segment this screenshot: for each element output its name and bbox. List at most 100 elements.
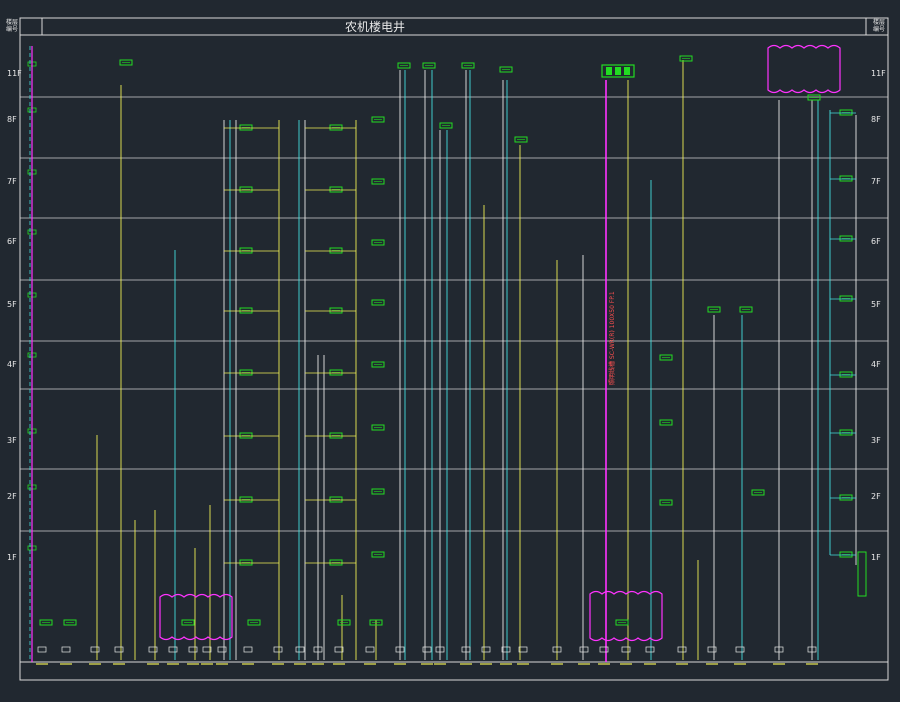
panel-box-center <box>601 64 635 78</box>
floor-label-left: 4F <box>7 360 17 369</box>
floor-label-left: 3F <box>7 436 17 445</box>
ladder-a-panel <box>239 369 253 376</box>
equipment-panel <box>659 419 673 426</box>
floor-label-right: 8F <box>871 115 881 124</box>
floor-label-left: 2F <box>7 492 17 501</box>
equipment-panel <box>807 94 821 101</box>
corner-label-right-2: 编号 <box>873 25 885 33</box>
floor-label-right: 3F <box>871 436 881 445</box>
panel-cell-3 <box>624 67 630 75</box>
floor-label-right: 6F <box>871 237 881 246</box>
equipment-panel <box>751 489 765 496</box>
drawing-frame <box>19 17 889 681</box>
ladder-a-panel <box>239 247 253 254</box>
cable-tag-box <box>461 646 471 653</box>
ground-floor-panel <box>615 619 629 626</box>
equipment-panel <box>514 136 528 143</box>
cable-tag-box <box>518 646 528 653</box>
cable-tag-box <box>295 646 305 653</box>
cable-tag-box <box>168 646 178 653</box>
vertical-note: 照明线槽 SC-WR(R) 100X50 FP.1 <box>608 291 616 385</box>
ladder-a-panel <box>239 124 253 131</box>
corner-left-line-2: 编号 <box>6 25 18 33</box>
ladder-b-panel <box>329 247 343 254</box>
floor-label-right: 4F <box>871 360 881 369</box>
cable-tag-box <box>435 646 445 653</box>
revision-cloud-2 <box>589 590 663 642</box>
cable-tag-box <box>422 646 432 653</box>
equipment-panel <box>439 122 453 129</box>
equipment-panel <box>679 55 693 62</box>
corner-label-right: 楼层 <box>873 18 885 26</box>
right-panel <box>839 109 853 116</box>
ladder-c-panel <box>371 424 385 431</box>
floor-label-left: 5F <box>7 300 17 309</box>
cable-tag-box <box>481 646 491 653</box>
ladder-c-panel <box>371 551 385 558</box>
right-panel <box>839 295 853 302</box>
cable-tag-box <box>677 646 687 653</box>
right-panel <box>839 175 853 182</box>
floor-label-left: 7F <box>7 177 17 186</box>
cable-tag-box <box>217 646 227 653</box>
corner-left-line: 楼层 <box>6 18 18 26</box>
cable-tag-box <box>365 646 375 653</box>
cable-tag-box <box>579 646 589 653</box>
ladder-c-panel <box>371 239 385 246</box>
cable-tag-box <box>114 646 124 653</box>
corner-label-left-2: 编号 <box>6 25 18 33</box>
ground-floor-panel <box>181 619 195 626</box>
ladder-c-panel <box>371 299 385 306</box>
equipment-panel <box>707 306 721 313</box>
ladder-b-panel <box>329 186 343 193</box>
ladder-a-panel <box>239 307 253 314</box>
drawing-title: 农机楼电井 <box>345 19 405 34</box>
cable-tag-box <box>148 646 158 653</box>
floor-label-left: 11F <box>7 69 22 78</box>
cable-tag-box <box>645 646 655 653</box>
equipment-panel <box>659 499 673 506</box>
riser-lines <box>96 60 857 660</box>
cable-tag-box <box>202 646 212 653</box>
ground-floor-panel <box>369 619 383 626</box>
equipment-panel <box>119 59 133 66</box>
ground-floor-panel <box>63 619 77 626</box>
equipment-panel <box>739 306 753 313</box>
corner-label-left: 楼层 <box>6 18 18 26</box>
panel-cell-2 <box>615 67 621 75</box>
floor-label-right: 5F <box>871 300 881 309</box>
equipment-panel <box>659 354 673 361</box>
equipment-panel <box>499 66 513 73</box>
ground-floor-panel <box>337 619 351 626</box>
cable-tag-box <box>807 646 817 653</box>
cable-tag-box <box>774 646 784 653</box>
ladder-b-panel <box>329 369 343 376</box>
right-panel <box>839 494 853 501</box>
right-tag-box <box>857 551 867 597</box>
cable-tag-box <box>334 646 344 653</box>
cable-tag-box <box>273 646 283 653</box>
right-panel <box>839 235 853 242</box>
cable-tag-box <box>735 646 745 653</box>
ladder-a-panel <box>239 432 253 439</box>
floor-lines <box>20 96 888 532</box>
right-panel <box>839 429 853 436</box>
equipment-panel <box>397 62 411 69</box>
ladder-c-panel <box>371 116 385 123</box>
cable-tag-box <box>501 646 511 653</box>
cable-tag-box <box>90 646 100 653</box>
cable-tag-box <box>243 646 253 653</box>
floor-labels: 1F 1F 2F 2F 3F 3F 4F 4F 5F 5F 6F 6F 7F 7F 8F 8F 11F 11F <box>7 61 886 562</box>
panel-cell-1 <box>606 67 612 75</box>
ladder-b-panel <box>329 496 343 503</box>
ladder-a-panel <box>239 186 253 193</box>
ladder-b-panel <box>329 124 343 131</box>
ladder-c-panel <box>371 178 385 185</box>
ground-floor-panel <box>247 619 261 626</box>
floor-label-right: 2F <box>871 492 881 501</box>
cable-tag-box <box>395 646 405 653</box>
cable-tag-box <box>621 646 631 653</box>
right-panel <box>839 551 853 558</box>
